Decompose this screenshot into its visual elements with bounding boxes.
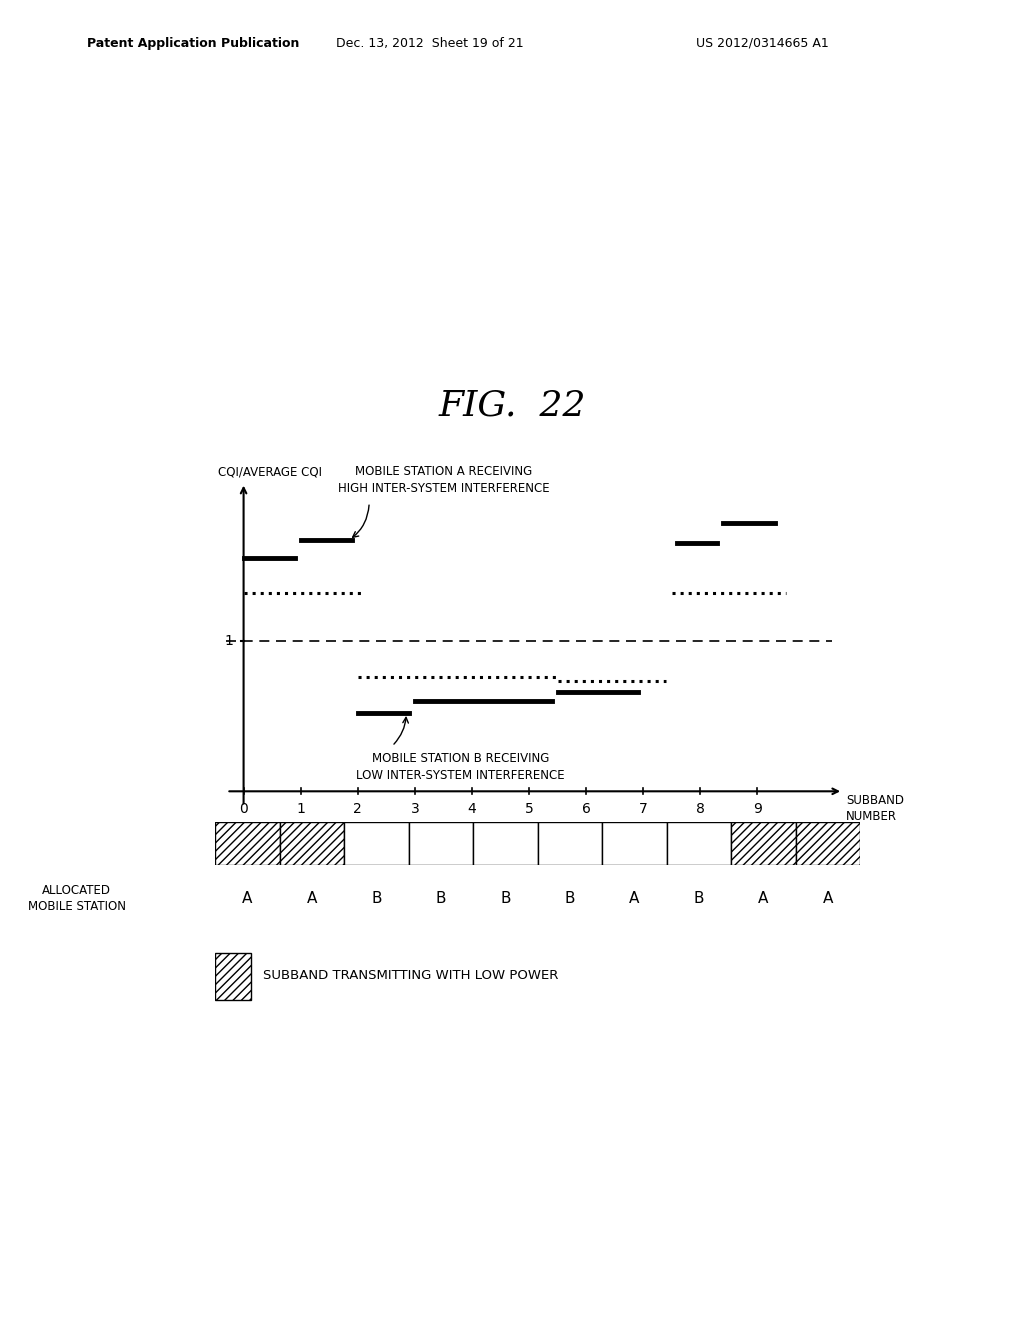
Text: US 2012/0314665 A1: US 2012/0314665 A1 [696,37,829,50]
Text: 3: 3 [411,801,419,816]
Text: B: B [564,891,575,907]
Bar [731,822,796,865]
Text: 5: 5 [524,801,534,816]
Text: A: A [306,891,317,907]
Text: 9: 9 [753,801,762,816]
Text: ALLOCATED
MOBILE STATION: ALLOCATED MOBILE STATION [28,884,126,913]
Text: 7: 7 [639,801,647,816]
Bar [215,822,280,865]
Text: A: A [629,891,640,907]
Text: 2: 2 [353,801,362,816]
Bar [409,822,473,865]
Text: MOBILE STATION B RECEIVING
LOW INTER-SYSTEM INTERFERENCE: MOBILE STATION B RECEIVING LOW INTER-SYS… [356,752,565,783]
Text: 8: 8 [696,801,705,816]
Bar [473,822,538,865]
Text: B: B [371,891,382,907]
Bar [602,822,667,865]
Bar [344,822,409,865]
Bar [280,822,344,865]
Bar [796,822,860,865]
Text: 1: 1 [296,801,305,816]
Text: A: A [242,891,253,907]
Text: A: A [758,891,769,907]
Text: SUBBAND TRANSMITTING WITH LOW POWER: SUBBAND TRANSMITTING WITH LOW POWER [263,969,559,982]
Bar [667,822,731,865]
Text: A: A [822,891,834,907]
Text: 6: 6 [582,801,591,816]
Text: FIG.  22: FIG. 22 [438,388,586,422]
Bar [538,822,602,865]
Text: MOBILE STATION A RECEIVING
HIGH INTER-SYSTEM INTERFERENCE: MOBILE STATION A RECEIVING HIGH INTER-SY… [338,465,549,495]
Bar [215,953,251,1001]
Text: B: B [693,891,705,907]
Text: B: B [500,891,511,907]
Text: 1: 1 [224,634,233,648]
Text: Patent Application Publication: Patent Application Publication [87,37,299,50]
Text: 0: 0 [240,801,248,816]
Text: SUBBAND
NUMBER: SUBBAND NUMBER [846,795,904,824]
Text: 4: 4 [468,801,476,816]
Text: Dec. 13, 2012  Sheet 19 of 21: Dec. 13, 2012 Sheet 19 of 21 [336,37,524,50]
Text: B: B [435,891,446,907]
Text: CQI/AVERAGE CQI: CQI/AVERAGE CQI [218,465,322,478]
